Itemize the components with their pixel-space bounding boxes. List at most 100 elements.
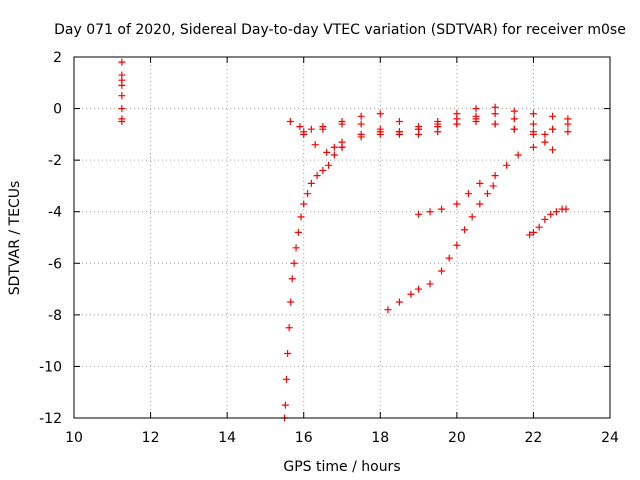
- data-point: [510, 125, 518, 133]
- data-point: [564, 128, 572, 136]
- data-point: [453, 115, 461, 123]
- data-point: [549, 112, 557, 120]
- data-point: [292, 244, 300, 252]
- data-point: [415, 210, 423, 218]
- data-point: [118, 117, 126, 125]
- data-point: [472, 105, 480, 113]
- data-point: [290, 259, 298, 267]
- data-point: [529, 120, 537, 128]
- data-point: [395, 117, 403, 125]
- data-point: [338, 138, 346, 146]
- data-point: [319, 166, 327, 174]
- y-tick-label: -10: [39, 359, 62, 375]
- x-tick-labels: 10 12 14 16 18 20 22 24: [65, 430, 619, 446]
- y-tick-label: -6: [48, 256, 62, 272]
- data-point: [491, 172, 499, 180]
- data-point: [535, 223, 543, 231]
- data-point: [357, 120, 365, 128]
- data-point: [468, 213, 476, 221]
- y-tick-label: -8: [48, 308, 62, 324]
- data-point: [395, 130, 403, 138]
- data-point: [415, 285, 423, 293]
- data-point: [395, 298, 403, 306]
- y-tick-labels: 2 0 -2 -4 -6 -8 -10 -12: [39, 50, 62, 427]
- data-point: [296, 123, 304, 131]
- data-point: [376, 130, 384, 138]
- data-point: [514, 151, 522, 159]
- chart-title: Day 071 of 2020, Sidereal Day-to-day VTE…: [54, 22, 626, 38]
- data-point: [307, 179, 315, 187]
- y-tick-label: 2: [53, 50, 62, 66]
- data-point: [529, 130, 537, 138]
- data-point: [476, 179, 484, 187]
- data-point: [549, 146, 557, 154]
- data-point: [323, 148, 331, 156]
- data-point: [118, 58, 126, 66]
- data-point: [281, 401, 289, 409]
- data-point: [357, 112, 365, 120]
- x-axis-label: GPS time / hours: [283, 459, 400, 475]
- data-point: [426, 280, 434, 288]
- data-point: [547, 210, 555, 218]
- data-point: [510, 107, 518, 115]
- data-point: [284, 350, 292, 358]
- data-point: [476, 200, 484, 208]
- data-point: [330, 151, 338, 159]
- data-point: [288, 275, 296, 283]
- data-point: [526, 231, 534, 239]
- x-tick-label: 10: [65, 430, 83, 446]
- data-point: [300, 200, 308, 208]
- data-point: [330, 143, 338, 151]
- data-point: [483, 190, 491, 198]
- data-point: [510, 115, 518, 123]
- x-tick-label: 24: [601, 430, 619, 446]
- data-point: [438, 267, 446, 275]
- y-tick-label: -12: [39, 411, 62, 427]
- data-point: [491, 110, 499, 118]
- x-tick-label: 16: [295, 430, 313, 446]
- data-point: [313, 172, 321, 180]
- data-point: [118, 105, 126, 113]
- data-point: [307, 125, 315, 133]
- data-points: [118, 58, 572, 422]
- data-point: [503, 161, 511, 169]
- data-point: [453, 200, 461, 208]
- data-point: [294, 228, 302, 236]
- data-point: [552, 208, 560, 216]
- data-point: [464, 190, 472, 198]
- data-point: [529, 110, 537, 118]
- data-point: [562, 205, 570, 213]
- data-point: [384, 306, 392, 314]
- y-tick-label: -2: [48, 153, 62, 169]
- series-group: [526, 205, 570, 239]
- data-point: [491, 103, 499, 111]
- data-point: [287, 298, 295, 306]
- data-point: [311, 141, 319, 149]
- x-tick-label: 14: [218, 430, 236, 446]
- data-point: [434, 120, 442, 128]
- x-tick-label: 20: [448, 430, 466, 446]
- data-point: [297, 213, 305, 221]
- data-point: [529, 143, 537, 151]
- data-point: [304, 190, 312, 198]
- series-group: [118, 58, 126, 125]
- data-point: [453, 241, 461, 249]
- data-point: [445, 254, 453, 262]
- data-point: [285, 324, 293, 332]
- data-point: [376, 110, 384, 118]
- plot-frame: [73, 56, 611, 419]
- data-point: [461, 226, 469, 234]
- data-point: [300, 130, 308, 138]
- data-point: [325, 161, 333, 169]
- data-point: [489, 182, 497, 190]
- y-tick-label: -4: [48, 205, 62, 221]
- data-point: [472, 115, 480, 123]
- series-group: [330, 115, 549, 151]
- data-point: [564, 120, 572, 128]
- data-point: [407, 290, 415, 298]
- data-point: [541, 215, 549, 223]
- data-point: [118, 81, 126, 89]
- data-point: [438, 205, 446, 213]
- series-group: [286, 103, 572, 133]
